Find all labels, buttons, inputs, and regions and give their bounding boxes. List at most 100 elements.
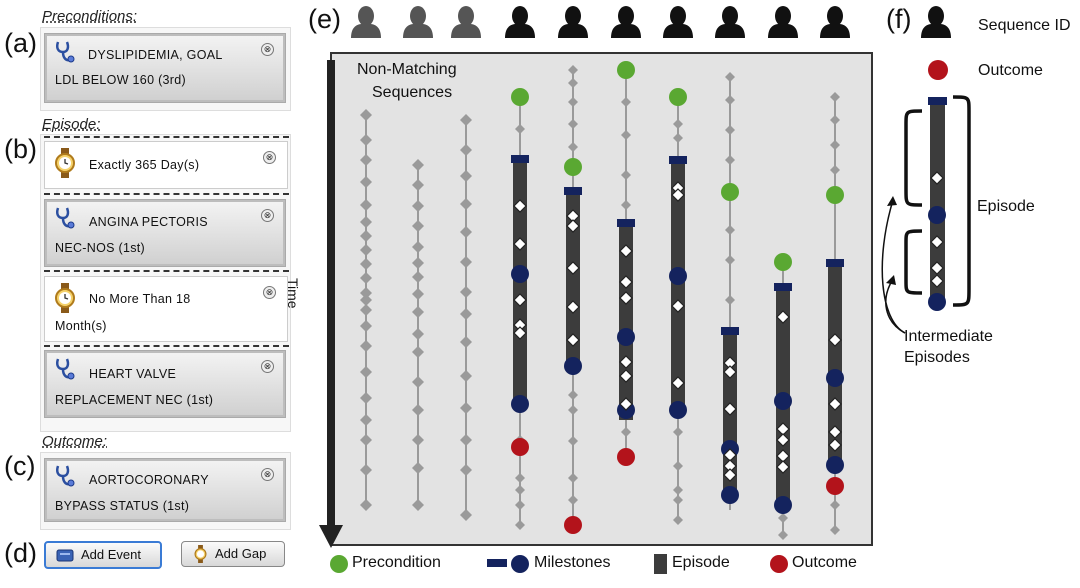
outcome-marker — [511, 438, 529, 456]
sequence-gray-event — [830, 115, 840, 125]
nonmatching-event — [360, 216, 372, 228]
stethoscope-icon — [55, 41, 75, 63]
nonmatching-event — [360, 304, 372, 316]
event1-line2: NEC-NOS (1st) — [55, 241, 146, 255]
time-axis-arrow — [319, 525, 343, 548]
nonmatching-event — [460, 226, 472, 238]
episode-event — [566, 300, 580, 314]
nonmatching-event — [412, 257, 424, 269]
sequence-gray-event — [568, 97, 578, 107]
episode-event — [566, 219, 580, 233]
nonmatching-event — [460, 370, 472, 382]
sequence-gray-event — [725, 155, 735, 165]
remove-precondition-button[interactable]: ⊗ — [261, 43, 274, 56]
episode-title: Episode: — [42, 116, 101, 133]
add-gap-label: Add Gap — [215, 546, 267, 561]
key-sequence-id-label: Sequence ID — [978, 17, 1071, 34]
add-event-button[interactable]: Add Event — [44, 541, 162, 569]
key-intermediate-label-1: Intermediate — [904, 328, 993, 345]
milestone-bar — [774, 283, 792, 291]
nonmatching-event — [412, 499, 424, 511]
nonmatching-event — [412, 346, 424, 358]
nonmatching-event — [412, 376, 424, 388]
nonmatching-event — [460, 256, 472, 268]
nonmatching-event — [460, 144, 472, 156]
nonmatching-event — [360, 464, 372, 476]
milestone-marker — [826, 369, 844, 387]
nonmatching-event — [460, 464, 472, 476]
sequence-gray-event — [568, 390, 578, 400]
milestone-bar — [721, 327, 739, 335]
remove-outcome-button[interactable]: ⊗ — [261, 468, 274, 481]
milestone-marker — [774, 496, 792, 514]
nonmatching-event — [360, 176, 372, 188]
outcome-card[interactable]: AORTOCORONARY BYPASS STATUS (1st) ⊗ — [44, 458, 286, 522]
episode-bar — [566, 191, 580, 366]
precondition-marker — [511, 88, 529, 106]
key-brackets — [904, 95, 971, 307]
sequence-gray-event — [568, 495, 578, 505]
remove-gap2-button[interactable]: ⊗ — [263, 286, 276, 299]
outcome-marker — [617, 448, 635, 466]
sequence-gray-event — [778, 530, 788, 540]
precondition-line2: LDL BELOW 160 (3rd) — [55, 73, 186, 87]
nonmatching-event — [412, 241, 424, 253]
nonmatching-event — [360, 244, 372, 256]
sequence-gray-event — [673, 119, 683, 129]
sequence-gray-event — [725, 125, 735, 135]
episode-event — [566, 333, 580, 347]
sequence-gray-event — [568, 436, 578, 446]
episode-event — [776, 460, 790, 474]
key-episode-label: Episode — [977, 198, 1035, 215]
non-matching-label-line2: Sequences — [372, 84, 453, 101]
sequence-gray-event — [515, 485, 525, 495]
nonmatching-event — [360, 199, 372, 211]
milestone-bar — [564, 187, 582, 195]
remove-event1-button[interactable]: ⊗ — [261, 209, 274, 222]
nonmatching-event — [412, 200, 424, 212]
legend-milestone-marker — [511, 555, 529, 573]
event-card-2[interactable]: HEART VALVE REPLACEMENT NEC (1st) ⊗ — [44, 350, 286, 418]
episode-event — [828, 425, 842, 439]
add-gap-button[interactable]: Add Gap — [181, 541, 285, 567]
legend-outcome-label: Outcome — [792, 554, 857, 571]
milestone-marker — [774, 392, 792, 410]
episode-start-delimiter — [44, 136, 289, 138]
stethoscope-icon — [55, 358, 75, 380]
remove-event2-button[interactable]: ⊗ — [261, 360, 274, 373]
gap-card-2[interactable]: No More Than 18 Month(s) ⊗ — [44, 276, 288, 342]
remove-gap1-button[interactable]: ⊗ — [263, 151, 276, 164]
gap-card-1[interactable]: Exactly 365 Day(s) ⊗ — [44, 141, 288, 189]
nonmatching-event — [360, 414, 372, 426]
nonmatching-event — [360, 340, 372, 352]
nonmatching-event — [412, 404, 424, 416]
legend-precondition-marker — [330, 555, 348, 573]
legend-precondition-label: Precondition — [352, 554, 441, 571]
sequence-gray-event — [673, 515, 683, 525]
precondition-line1: DYSLIPIDEMIA, GOAL — [88, 48, 223, 62]
nonmatching-event — [412, 288, 424, 300]
nonmatching-event — [460, 402, 472, 414]
episode-event — [671, 188, 685, 202]
outcome-key-marker — [928, 60, 948, 80]
sequence-gray-event — [621, 200, 631, 210]
sequence-gray-event — [568, 142, 578, 152]
outcome-title: Outcome: — [42, 433, 108, 450]
episode-event — [619, 355, 633, 369]
panel-letter-d: (d) — [4, 538, 37, 568]
nonmatching-event — [460, 308, 472, 320]
milestone-marker — [564, 357, 582, 375]
sequence-gray-event — [830, 140, 840, 150]
sequence-gray-event — [725, 255, 735, 265]
episode-bar — [619, 223, 633, 420]
nonmatching-event — [360, 366, 372, 378]
precondition-marker — [669, 88, 687, 106]
episode-event — [513, 237, 527, 251]
event-card-1[interactable]: ANGINA PECTORIS NEC-NOS (1st) ⊗ — [44, 199, 286, 267]
sequence-gray-event — [830, 525, 840, 535]
precondition-card[interactable]: DYSLIPIDEMIA, GOAL LDL BELOW 160 (3rd) ⊗ — [44, 33, 286, 103]
nonmatching-event — [412, 271, 424, 283]
sequence-gray-event — [830, 92, 840, 102]
precondition-marker — [617, 61, 635, 79]
